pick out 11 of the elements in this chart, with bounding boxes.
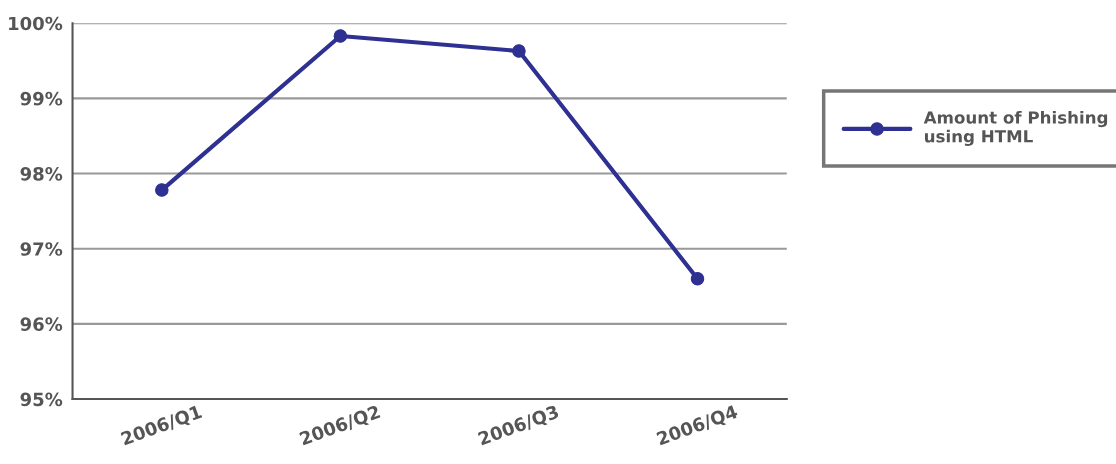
y-tick-label: 100% bbox=[9, 16, 63, 31]
point bbox=[690, 272, 705, 286]
y-tick-label: 99% bbox=[20, 91, 63, 106]
y-tick-label: 98% bbox=[20, 167, 63, 181]
point bbox=[155, 183, 169, 197]
y-tick-label: 97% bbox=[20, 242, 63, 256]
point bbox=[333, 29, 348, 43]
point bbox=[512, 44, 526, 58]
y-tick-label: 95% bbox=[20, 392, 63, 407]
y-tick-label: 96% bbox=[20, 317, 63, 331]
legend-label: Amount of Phishing using HTML bbox=[923, 110, 1108, 146]
